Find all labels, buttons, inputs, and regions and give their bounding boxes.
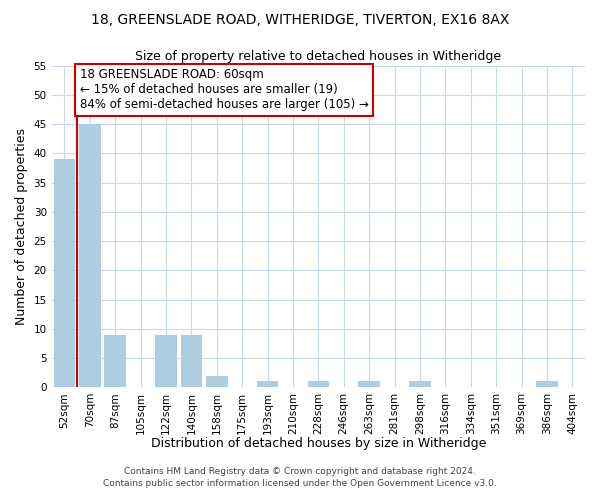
Bar: [308, 382, 329, 387]
Y-axis label: Number of detached properties: Number of detached properties: [15, 128, 28, 325]
Bar: [257, 382, 278, 387]
Bar: [358, 382, 380, 387]
Bar: [79, 124, 101, 387]
Bar: [53, 159, 75, 387]
Text: 18 GREENSLADE ROAD: 60sqm
← 15% of detached houses are smaller (19)
84% of semi-: 18 GREENSLADE ROAD: 60sqm ← 15% of detac…: [80, 68, 368, 112]
Text: Contains HM Land Registry data © Crown copyright and database right 2024.
Contai: Contains HM Land Registry data © Crown c…: [103, 466, 497, 487]
Bar: [155, 334, 177, 387]
Bar: [536, 382, 557, 387]
Bar: [104, 334, 126, 387]
Title: Size of property relative to detached houses in Witheridge: Size of property relative to detached ho…: [135, 50, 502, 63]
X-axis label: Distribution of detached houses by size in Witheridge: Distribution of detached houses by size …: [151, 437, 486, 450]
Bar: [181, 334, 202, 387]
Bar: [206, 376, 227, 387]
Text: 18, GREENSLADE ROAD, WITHERIDGE, TIVERTON, EX16 8AX: 18, GREENSLADE ROAD, WITHERIDGE, TIVERTO…: [91, 12, 509, 26]
Bar: [409, 382, 431, 387]
